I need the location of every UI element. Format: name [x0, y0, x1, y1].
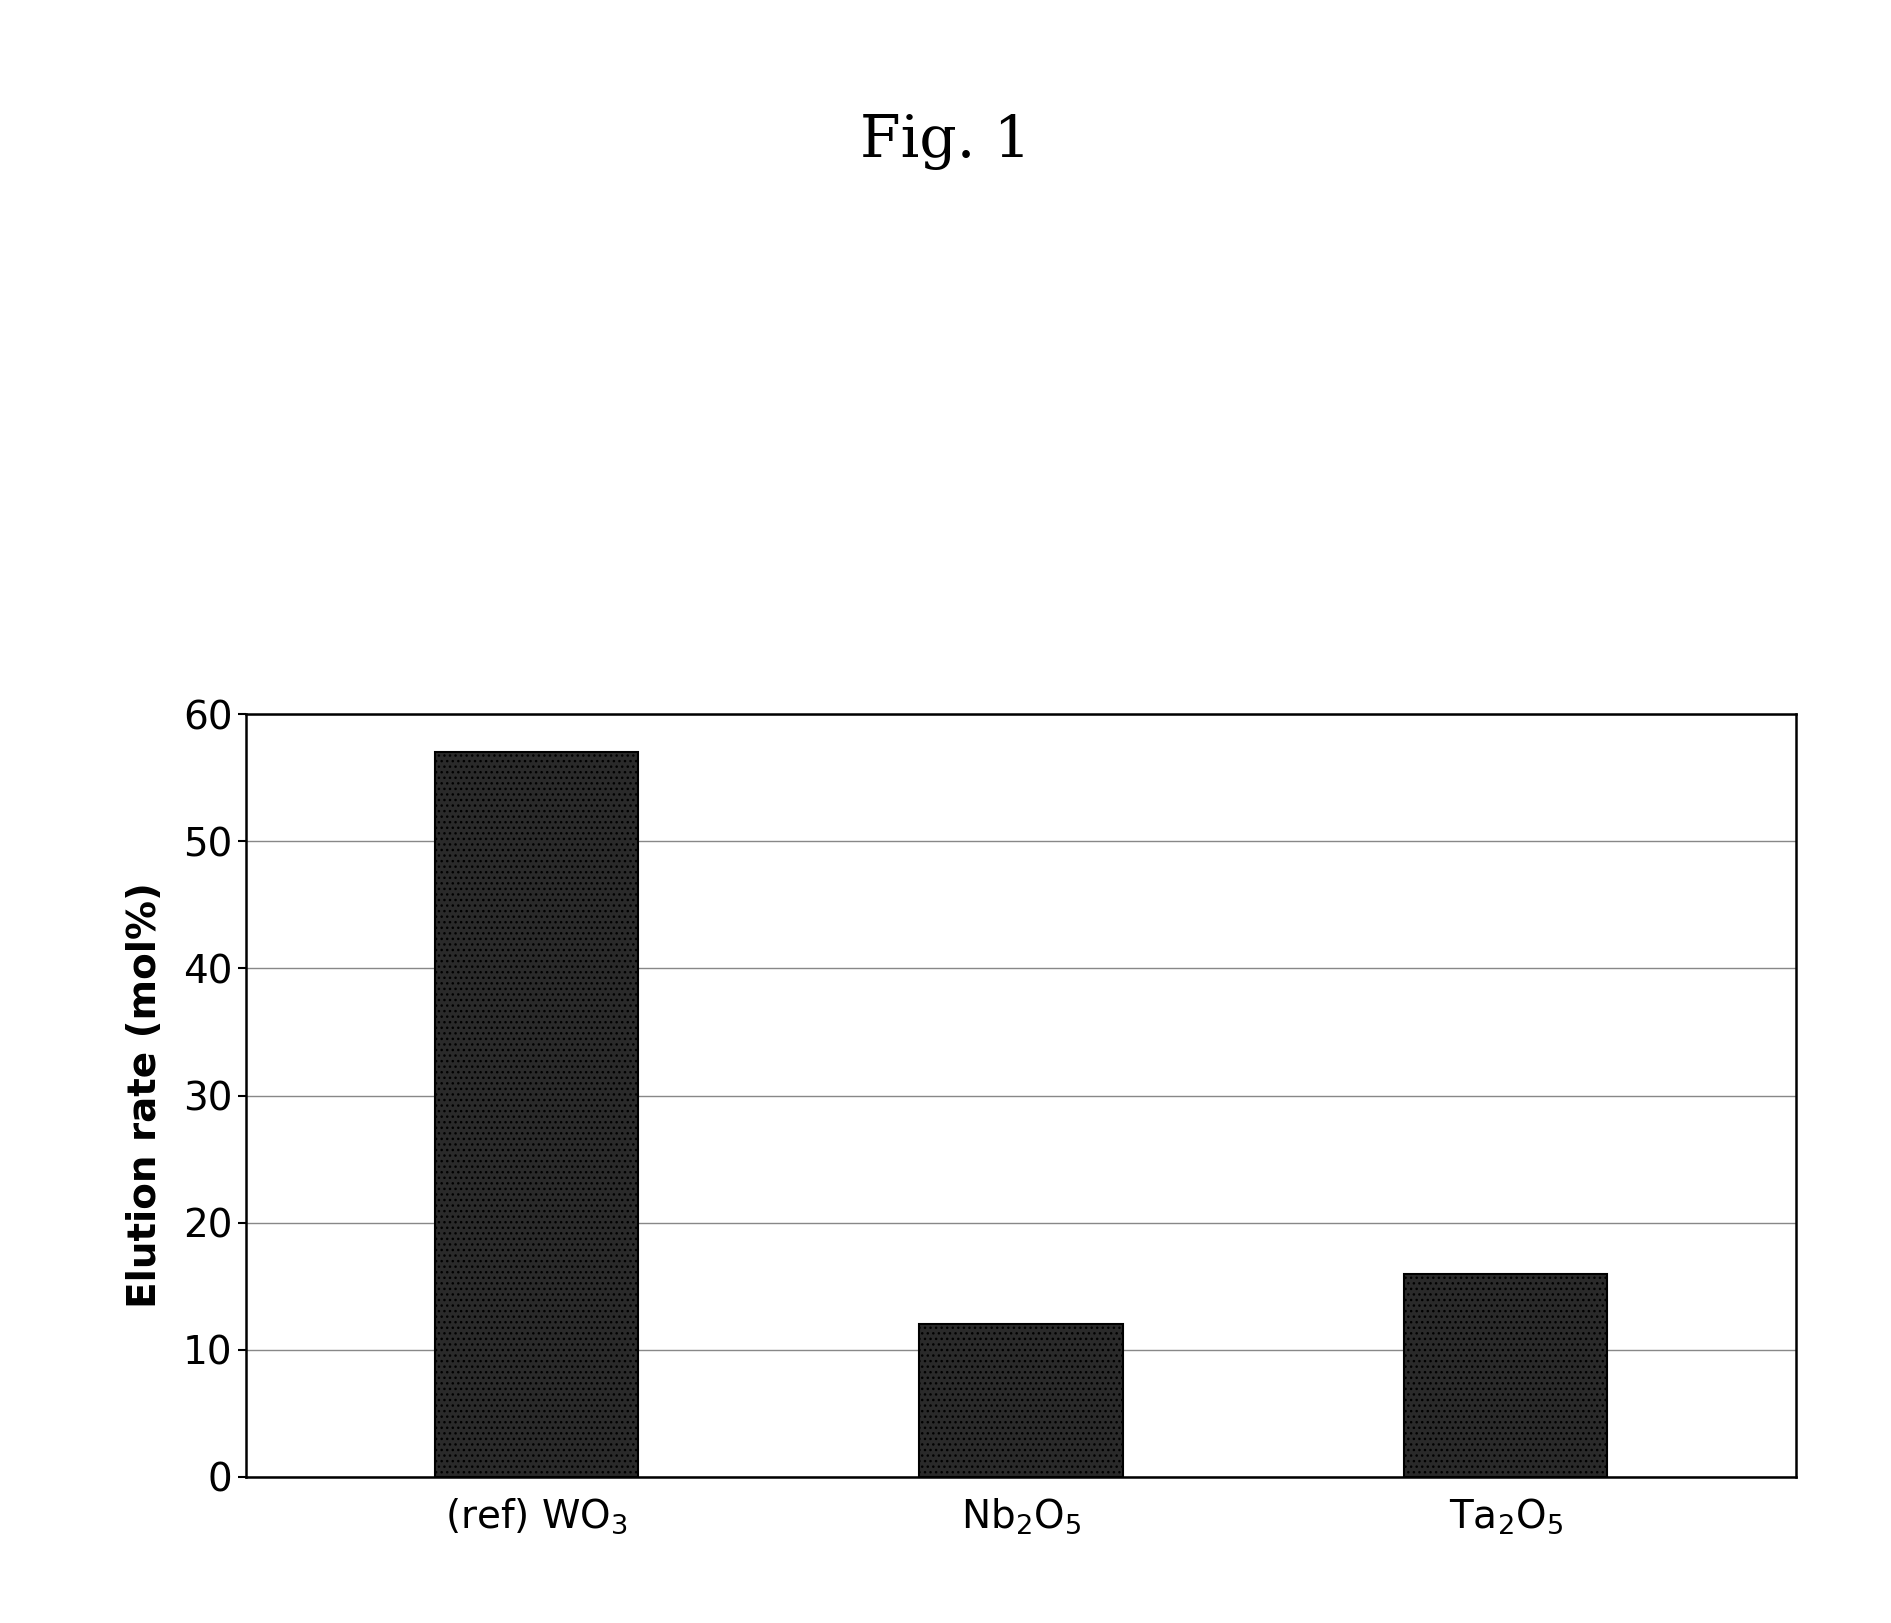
Text: Fig. 1: Fig. 1: [860, 114, 1031, 170]
Bar: [435, 753, 639, 1477]
Bar: [919, 1324, 1123, 1477]
Bar: [1403, 1274, 1607, 1477]
Y-axis label: Elution rate (mol%): Elution rate (mol%): [125, 883, 163, 1308]
